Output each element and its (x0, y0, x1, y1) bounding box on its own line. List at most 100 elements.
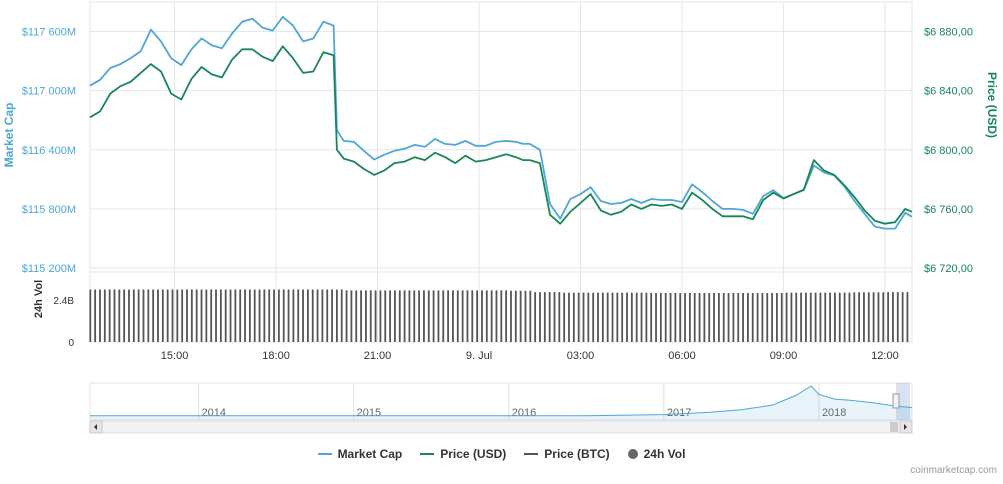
volume-bar (834, 292, 836, 342)
volume-bar (292, 289, 295, 342)
volume-bar (161, 289, 164, 342)
volume-bar (379, 290, 382, 342)
volume-bar (142, 289, 145, 342)
volume-bar (456, 290, 459, 342)
volume-bar (442, 290, 445, 342)
volume-bar (403, 290, 406, 342)
legend-item-price-btc[interactable]: Price (BTC) (524, 447, 610, 461)
volume-bar (384, 290, 387, 342)
volume-bar (795, 292, 798, 342)
volume-bar (452, 290, 454, 342)
volume-bar (514, 290, 517, 342)
volume-bar (423, 290, 425, 342)
navigator-selection (896, 383, 910, 420)
volume-bar (896, 292, 899, 342)
volume-bar (727, 293, 730, 342)
volume-bar (655, 293, 657, 342)
volume-bar (529, 290, 532, 342)
volume-bar (427, 290, 430, 342)
volume-bar (157, 289, 159, 342)
left-tick-label: $117 600M (22, 27, 76, 39)
volume-bar (229, 289, 232, 342)
volume-bar (200, 289, 203, 342)
volume-bar (321, 289, 324, 342)
volume-bar (693, 293, 696, 342)
x-tick-label: 18:00 (262, 350, 290, 362)
x-tick-label: 21:00 (364, 350, 392, 362)
volume-bar (495, 290, 498, 342)
chart-legend: Market Cap Price (USD) Price (BTC) 24h V… (0, 444, 1003, 464)
volume-bar (722, 293, 725, 342)
volume-bar (650, 293, 653, 342)
volume-bar (408, 290, 411, 342)
navigator-line (90, 385, 913, 417)
volume-bar (500, 290, 503, 342)
chart-credits[interactable]: coinmarketcap.com (910, 465, 997, 476)
legend-item-price-usd[interactable]: Price (USD) (420, 447, 506, 461)
volume-bar (99, 289, 101, 342)
volume-bar (853, 292, 856, 342)
volume-bar (858, 292, 861, 342)
navigator-frame (89, 382, 913, 421)
navigator-handle[interactable] (892, 393, 900, 409)
volume-bar (331, 289, 333, 342)
volume-bar (490, 290, 493, 342)
volume-bar (751, 293, 754, 342)
legend-swatch-market-cap (317, 453, 332, 455)
left-tick-label: $115 800M (22, 204, 76, 216)
volume-bar (824, 292, 827, 342)
volume-bar (302, 289, 304, 342)
volume-bar (215, 289, 217, 342)
right-tick-label: $6 880,00 (924, 27, 973, 39)
volume-bar (601, 292, 604, 342)
left-axis-title: Market Cap (2, 103, 16, 168)
volume-bar (587, 292, 590, 342)
volume-bar (253, 289, 256, 342)
volume-bar (340, 289, 343, 342)
volume-bar (592, 292, 595, 342)
scrollbar-thumb[interactable] (890, 422, 898, 432)
volume-bar (766, 293, 769, 342)
volume-bar (790, 292, 793, 342)
volume-bar (688, 293, 691, 342)
volume-bar (505, 290, 508, 342)
volume-bar (447, 290, 450, 342)
volume-bar (273, 289, 275, 342)
volume-tick-label: 2.4B (53, 296, 74, 307)
legend-label-price-btc: Price (BTC) (544, 447, 610, 461)
volume-bar (582, 292, 585, 342)
volume-bar (780, 293, 783, 342)
volume-bar (413, 290, 416, 342)
volume-bar (282, 289, 285, 342)
volume-bar (558, 292, 561, 342)
volume-bar (186, 289, 188, 342)
left-tick-label: $116 400M (22, 145, 76, 157)
volume-bar (814, 292, 817, 342)
volume-bar (103, 289, 106, 342)
volume-bar (684, 293, 686, 342)
volume-bar (306, 289, 309, 342)
volume-bar (621, 292, 624, 342)
volume-bar (742, 293, 744, 342)
volume-bar (597, 292, 599, 342)
volume-bar (89, 289, 92, 342)
volume-bar (311, 289, 314, 342)
volume-bar (336, 289, 338, 342)
volume-bar (887, 292, 890, 342)
legend-item-24h-vol[interactable]: 24h Vol (627, 447, 685, 461)
navigator-year-label: 2017 (667, 407, 691, 419)
volume-bar (297, 289, 300, 342)
volume-bar (195, 289, 198, 342)
legend-item-market-cap[interactable]: Market Cap (317, 447, 402, 461)
volume-bar (476, 290, 479, 342)
volume-bar (210, 289, 213, 342)
volume-bar (640, 292, 643, 342)
volume-bar (166, 289, 169, 342)
volume-bar (277, 289, 280, 342)
volume-bar (123, 289, 126, 342)
volume-bar (316, 289, 319, 342)
left-tick-label: $117 000M (22, 86, 76, 98)
volume-bar (669, 293, 672, 342)
series-market-cap-line (89, 15, 913, 230)
